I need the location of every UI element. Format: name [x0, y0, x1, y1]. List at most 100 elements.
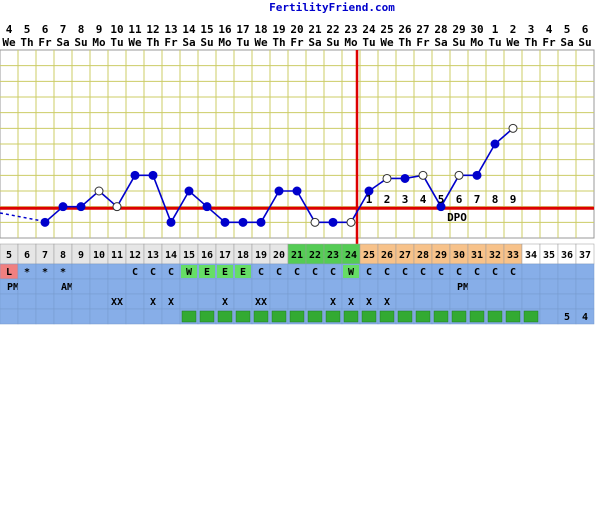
date-label: 18 [254, 23, 267, 36]
opk-cell [395, 293, 415, 310]
time-cell [179, 278, 199, 295]
data-point [76, 202, 86, 212]
weekday-label: Sa [560, 36, 573, 49]
weekday-label: Fr [290, 36, 304, 49]
weekday-label: Tu [362, 36, 375, 49]
cervical-fluid-highlight [181, 265, 197, 278]
date-label: 15 [200, 23, 213, 36]
date-label: 3 [528, 23, 535, 36]
menses-cell [575, 263, 595, 280]
menses-cell [71, 263, 91, 280]
green-indicator [505, 310, 521, 323]
opk-cell [575, 293, 595, 310]
bottom-cell [35, 308, 55, 325]
cycle-day-label: 33 [507, 250, 519, 261]
cycle-day-label: 28 [417, 250, 429, 261]
dpo-label: 9 [510, 193, 517, 206]
cycle-day-label: 32 [489, 250, 501, 261]
cervical-fluid-highlight [343, 265, 359, 278]
weekday-label: Th [272, 36, 285, 49]
opk-cell [431, 293, 451, 310]
opk-cell [305, 293, 325, 310]
bottom-cell [161, 308, 181, 325]
time-cell [215, 278, 235, 295]
date-label: 25 [380, 23, 393, 36]
weekday-label: Mo [218, 36, 232, 49]
cervical-fluid-label: C [258, 267, 264, 278]
time-cell [269, 278, 289, 295]
weekday-label: We [128, 36, 142, 49]
weekday-label: Mo [470, 36, 484, 49]
dpo-text: DPO [447, 211, 467, 224]
cervical-fluid-label: W [348, 267, 355, 278]
green-indicator [487, 310, 503, 323]
opk-cell [557, 293, 577, 310]
data-point [274, 186, 284, 196]
data-point [472, 170, 482, 180]
data-point [112, 202, 122, 212]
opk-label: XX [255, 297, 267, 308]
cervical-fluid-label: C [366, 267, 372, 278]
opk-label: X [384, 297, 390, 308]
cycle-day-label: 17 [219, 250, 231, 261]
date-label: 16 [218, 23, 232, 36]
cycle-day-label: 13 [147, 250, 159, 261]
opk-cell [53, 293, 73, 310]
weekday-label: Mo [344, 36, 358, 49]
opk-cell [467, 293, 487, 310]
cycle-day-label: 35 [543, 250, 555, 261]
green-indicator [397, 310, 413, 323]
weekday-label: Th [524, 36, 537, 49]
weekday-label: Su [578, 36, 591, 49]
menses-label: * [42, 267, 48, 278]
opk-cell [449, 293, 469, 310]
dpo-label: 8 [492, 193, 499, 206]
data-point [382, 173, 392, 183]
time-label: AM [61, 282, 73, 293]
cervical-fluid-label: C [330, 267, 336, 278]
cervical-fluid-highlight [217, 265, 233, 278]
menses-cell [521, 263, 541, 280]
opk-label: X [330, 297, 336, 308]
opk-label: X [348, 297, 354, 308]
data-point [202, 202, 212, 212]
dpo-label: 5 [438, 193, 445, 206]
bottom-cell [17, 308, 37, 325]
series-line-segment [152, 175, 172, 223]
data-point [94, 186, 104, 196]
bottom-cell [125, 308, 145, 325]
cycle-day-label: 9 [78, 250, 84, 261]
cycle-day-label: 25 [363, 250, 375, 261]
data-point [220, 217, 230, 227]
opk-cell [35, 293, 55, 310]
cycle-day-label: 29 [435, 250, 447, 261]
cycle-day-label: 21 [291, 250, 303, 261]
cervical-fluid-label: E [204, 267, 210, 278]
cervical-fluid-label: C [276, 267, 282, 278]
time-cell [575, 278, 595, 295]
menses-cell [539, 263, 559, 280]
date-label: 11 [128, 23, 142, 36]
date-label: 14 [182, 23, 196, 36]
weekday-label: Su [200, 36, 213, 49]
date-label: 9 [96, 23, 103, 36]
data-point [166, 217, 176, 227]
weekday-label: Fr [416, 36, 430, 49]
cycle-day-label: 12 [129, 250, 141, 261]
date-label: 7 [60, 23, 67, 36]
cervical-fluid-label: E [222, 267, 228, 278]
date-label: 23 [344, 23, 357, 36]
cycle-day-label: 7 [42, 250, 48, 261]
series-line-segment [350, 190, 370, 223]
time-cell [125, 278, 145, 295]
bottom-cell [539, 308, 559, 325]
bottom-cell [71, 308, 91, 325]
data-point [454, 170, 464, 180]
time-cell [557, 278, 577, 295]
opk-cell [233, 293, 253, 310]
menses-label: * [60, 267, 66, 278]
time-cell [341, 278, 361, 295]
cycle-day-label: 30 [453, 250, 465, 261]
cervical-fluid-label: C [492, 267, 498, 278]
lead-in-dashed-line [0, 212, 42, 222]
